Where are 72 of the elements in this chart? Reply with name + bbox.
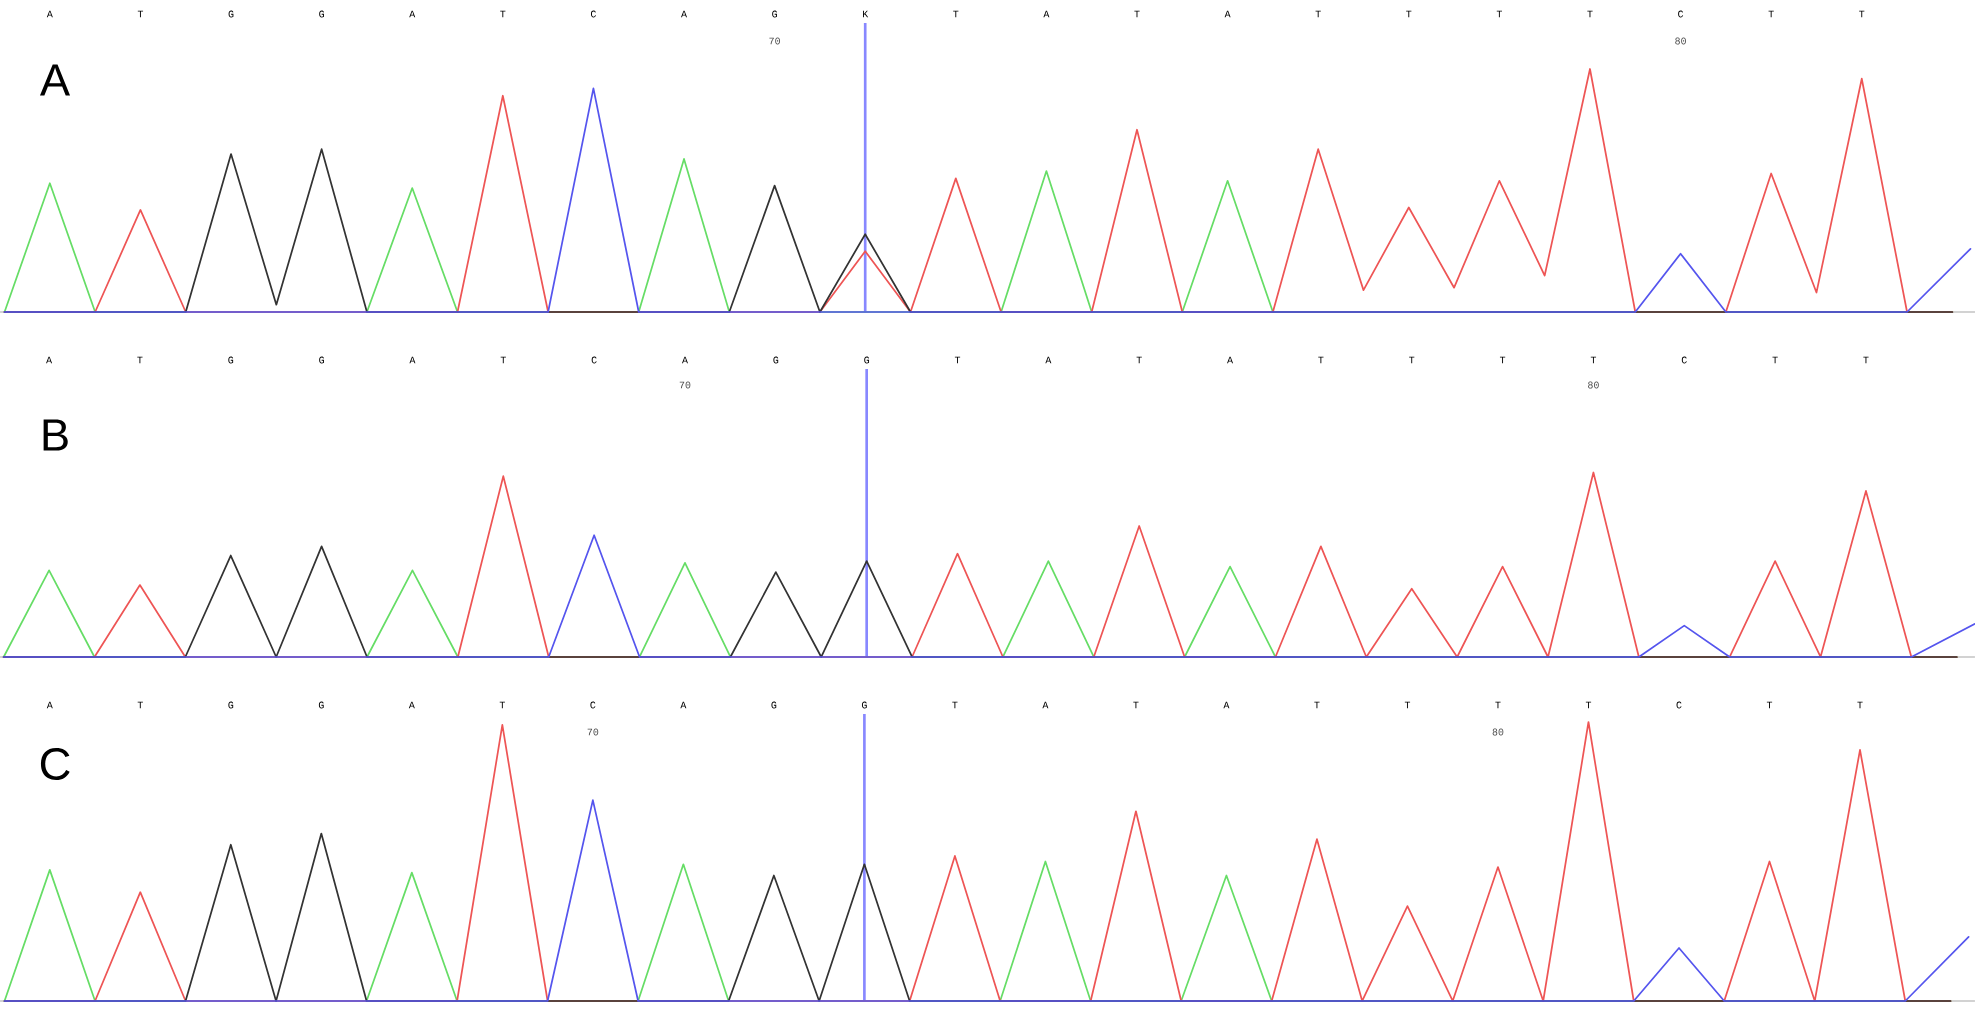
text: T [1857,701,1863,709]
text: C [591,356,597,364]
text: T [1314,701,1320,709]
text: T [1318,356,1324,364]
text: A [680,701,687,709]
text: G [773,356,779,364]
text: A [1043,10,1050,18]
text: A [409,356,416,364]
text: C [1681,356,1687,364]
text: A [1227,356,1234,364]
text: T [1863,356,1869,364]
x-tick-label: 80 [1675,37,1686,45]
text: G [228,10,234,18]
text: C [1678,10,1684,18]
text: T [137,10,144,18]
text: K [863,10,869,18]
text: T [1406,10,1412,18]
text: A [1224,10,1231,18]
chart-title: A [39,64,71,96]
text: A [409,10,416,18]
text: G [318,701,324,709]
text: T [499,701,505,709]
x-tick-label: 70 [679,381,691,389]
text: A [1042,701,1049,709]
x-tick-label: 80 [1588,381,1599,389]
text: T [1133,701,1139,709]
x-tick-label: 70 [769,37,780,45]
text: C [590,701,596,709]
text: G [228,356,234,364]
text: G [772,10,777,18]
text: T [954,356,961,364]
text: T [137,701,143,709]
text: G [864,356,870,364]
text: A [408,701,415,709]
text: T [1772,356,1778,364]
text: G [228,701,234,709]
text: G [319,10,324,18]
text: T [1768,10,1774,18]
text: T [1134,10,1140,18]
text: A [681,10,688,18]
text: T [1859,10,1865,18]
text: T [1409,356,1415,364]
text: T [1404,701,1411,709]
x-tick-label: 70 [587,728,599,736]
text: A [46,701,53,709]
chart-title: C [40,747,70,781]
text: A [1045,356,1052,364]
text: G [319,356,324,364]
text: A [46,356,53,364]
text: T [1766,701,1773,709]
text: G [771,701,777,709]
text: T [1496,10,1502,18]
text: T [1499,356,1506,364]
text: T [137,356,143,364]
text: A [681,356,688,364]
text: T [1315,10,1321,18]
text: T [1136,356,1142,364]
text: A [46,10,53,18]
text: T [953,10,959,18]
text: T [1585,701,1592,709]
x-tick-label: 80 [1492,728,1504,736]
text: C [590,10,596,18]
text: T [952,701,958,709]
text: G [861,701,867,709]
text: T [1587,10,1593,18]
text: C [1676,701,1682,709]
chart-title: B [43,419,68,451]
text: T [1590,356,1597,364]
text: A [1223,701,1230,709]
text: T [500,10,506,18]
text: T [1495,701,1501,709]
text: T [500,356,506,364]
